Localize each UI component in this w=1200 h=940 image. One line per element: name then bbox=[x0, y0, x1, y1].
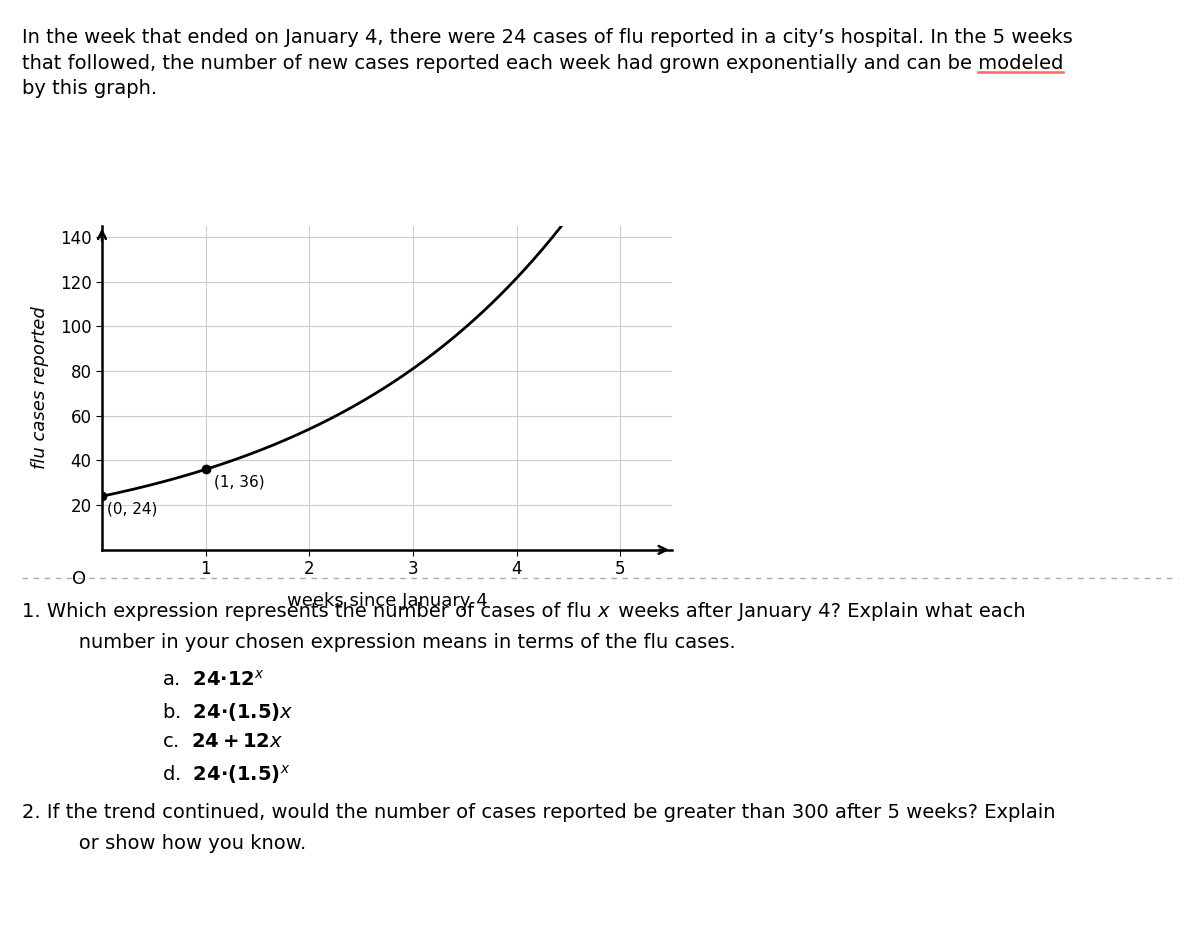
Text: or show how you know.: or show how you know. bbox=[60, 835, 306, 854]
Text: that followed, the number of new cases reported each week had grown exponentiall: that followed, the number of new cases r… bbox=[22, 54, 1063, 72]
Text: O: O bbox=[72, 570, 86, 588]
Text: b.  $\mathbf{24{\bullet}(1.5)\mathit{x}}$: b. $\mathbf{24{\bullet}(1.5)\mathit{x}}$ bbox=[162, 701, 294, 723]
Text: d.  $\mathbf{24{\bullet}(1.5)^{\mathit{x}}}$: d. $\mathbf{24{\bullet}(1.5)^{\mathit{x}… bbox=[162, 763, 290, 786]
Text: 1. Which expression represents the number of cases of flu: 1. Which expression represents the numbe… bbox=[22, 602, 598, 620]
Text: number in your chosen expression means in terms of the flu cases.: number in your chosen expression means i… bbox=[60, 633, 736, 651]
Text: weeks after January 4? Explain what each: weeks after January 4? Explain what each bbox=[612, 602, 1025, 620]
Text: (0, 24): (0, 24) bbox=[107, 502, 157, 517]
Text: (1, 36): (1, 36) bbox=[214, 475, 264, 490]
Text: 2. If the trend continued, would the number of cases reported be greater than 30: 2. If the trend continued, would the num… bbox=[22, 804, 1055, 822]
X-axis label: weeks since January 4: weeks since January 4 bbox=[287, 592, 487, 610]
Text: In the week that ended on January 4, there were 24 cases of flu reported in a ci: In the week that ended on January 4, the… bbox=[22, 28, 1073, 47]
Y-axis label: flu cases reported: flu cases reported bbox=[31, 306, 49, 469]
Text: c.  $\mathbf{24 + 12\mathit{x}}$: c. $\mathbf{24 + 12\mathit{x}}$ bbox=[162, 732, 283, 751]
Text: a.  $\mathbf{24{\bullet}12^{\mathit{x}}}$: a. $\mathbf{24{\bullet}12^{\mathit{x}}}$ bbox=[162, 670, 264, 690]
Text: $\mathit{x}$: $\mathit{x}$ bbox=[598, 602, 612, 620]
Text: by this graph.: by this graph. bbox=[22, 79, 157, 98]
